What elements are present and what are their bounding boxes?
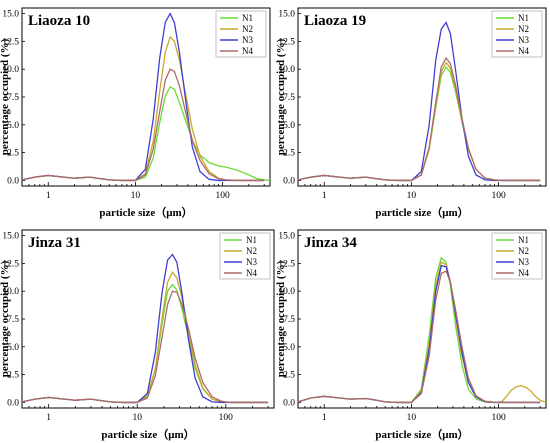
y-tick-label: 12.5 bbox=[2, 259, 19, 269]
y-tick-label: 7.5 bbox=[283, 315, 295, 325]
x-axis-label: particle size（μm） bbox=[101, 428, 194, 441]
legend-label: N3 bbox=[518, 257, 529, 267]
x-tick-label: 1 bbox=[46, 413, 51, 423]
legend-label: N4 bbox=[246, 268, 257, 278]
y-tick-label: 7.5 bbox=[283, 93, 295, 103]
y-axis-label: percentage occupied (%) bbox=[275, 260, 287, 377]
y-tick-label: 2.5 bbox=[7, 371, 19, 381]
legend-label: N1 bbox=[246, 235, 257, 245]
legend-label: N3 bbox=[518, 35, 529, 45]
x-tick-label: 10 bbox=[407, 413, 417, 423]
x-tick-label: 10 bbox=[132, 413, 142, 423]
y-tick-label: 5.0 bbox=[7, 121, 19, 131]
series-line-n1 bbox=[297, 256, 541, 404]
panel-title: Jinza 31 bbox=[28, 235, 81, 251]
x-tick-label: 1 bbox=[322, 413, 327, 423]
legend-label: N4 bbox=[518, 268, 529, 278]
y-tick-label: 10.0 bbox=[2, 287, 19, 297]
y-tick-label: 12.5 bbox=[278, 259, 295, 269]
legend-label: N2 bbox=[518, 24, 529, 34]
panel-title: Liaoza 19 bbox=[304, 13, 366, 29]
y-tick-label: 7.5 bbox=[7, 315, 19, 325]
y-tick-label: 0.0 bbox=[7, 176, 19, 186]
y-tick-label: 2.5 bbox=[283, 149, 295, 159]
y-tick-label: 0.0 bbox=[7, 398, 19, 408]
y-tick-label: 15.0 bbox=[2, 10, 19, 20]
y-tick-label: 15.0 bbox=[278, 232, 295, 242]
series-line-n4 bbox=[21, 68, 265, 182]
panel-title: Liaoza 10 bbox=[28, 13, 90, 29]
y-tick-label: 10.0 bbox=[278, 287, 295, 297]
y-tick-label: 0.0 bbox=[283, 398, 295, 408]
series-line-n1 bbox=[21, 283, 269, 404]
y-tick-label: 7.5 bbox=[7, 93, 19, 103]
legend-label: N1 bbox=[518, 13, 529, 23]
legend-label: N2 bbox=[246, 246, 257, 256]
y-tick-label: 2.5 bbox=[283, 371, 295, 381]
x-tick-label: 10 bbox=[131, 191, 141, 201]
x-tick-label: 1 bbox=[46, 191, 51, 201]
series-line-n2 bbox=[21, 35, 265, 182]
legend-label: N2 bbox=[518, 246, 529, 256]
legend-label: N2 bbox=[242, 24, 253, 34]
y-tick-label: 10.0 bbox=[278, 65, 295, 75]
y-tick-label: 15.0 bbox=[2, 232, 19, 242]
x-tick-label: 100 bbox=[215, 191, 230, 201]
y-tick-label: 5.0 bbox=[283, 343, 295, 353]
chart-panel-4: 0.0 2.5 5.0 7.5 10.0 12.5 15.0 1 10 100 Jinza 34 pa… bbox=[275, 229, 547, 441]
x-tick-label: 100 bbox=[491, 191, 506, 201]
y-axis-label: percentage occupied (%) bbox=[275, 38, 287, 155]
y-tick-label: 5.0 bbox=[283, 121, 295, 131]
y-tick-label: 12.5 bbox=[278, 37, 295, 47]
y-axis-label: percentage occupied (%) bbox=[0, 38, 11, 155]
y-tick-label: 10.0 bbox=[2, 65, 19, 75]
chart-panel-2: 0.0 2.5 5.0 7.5 10.0 12.5 15.0 1 10 100 Liaoza 19 p… bbox=[275, 7, 547, 219]
legend-label: N3 bbox=[246, 257, 257, 267]
series-line-n4 bbox=[297, 270, 541, 404]
series-line-n4 bbox=[297, 56, 541, 182]
x-axis-label: particle size（μm） bbox=[375, 206, 468, 219]
x-tick-label: 100 bbox=[219, 413, 234, 423]
legend-label: N3 bbox=[242, 35, 253, 45]
y-tick-label: 2.5 bbox=[7, 149, 19, 159]
series-line-n2 bbox=[297, 61, 541, 182]
legend-label: N1 bbox=[242, 13, 253, 23]
x-tick-label: 1 bbox=[322, 191, 327, 201]
panel-title: Jinza 34 bbox=[304, 235, 357, 251]
y-axis-label: percentage occupied (%) bbox=[0, 260, 11, 377]
series-line-n4 bbox=[21, 290, 269, 404]
x-tick-label: 10 bbox=[407, 191, 417, 201]
legend-label: N4 bbox=[518, 46, 529, 56]
y-tick-label: 5.0 bbox=[7, 343, 19, 353]
series-line-n3 bbox=[297, 264, 541, 404]
x-axis-label: particle size（μm） bbox=[375, 428, 468, 441]
x-tick-label: 100 bbox=[491, 413, 506, 423]
series-line-n2 bbox=[21, 271, 269, 404]
series-line-n1 bbox=[297, 65, 541, 182]
chart-panel-1: 0.0 2.5 5.0 7.5 10.0 12.5 15.0 1 10 100 Liaoza 10 p… bbox=[0, 7, 271, 219]
x-axis-label: particle size（μm） bbox=[99, 206, 192, 219]
legend-label: N1 bbox=[518, 235, 529, 245]
y-tick-label: 12.5 bbox=[2, 37, 19, 47]
y-tick-label: 15.0 bbox=[278, 10, 295, 20]
legend-label: N4 bbox=[242, 46, 253, 56]
chart-panel-3: 0.0 2.5 5.0 7.5 10.0 12.5 15.0 1 10 100 Jinza 31 pa… bbox=[0, 229, 275, 441]
y-tick-label: 0.0 bbox=[283, 176, 295, 186]
